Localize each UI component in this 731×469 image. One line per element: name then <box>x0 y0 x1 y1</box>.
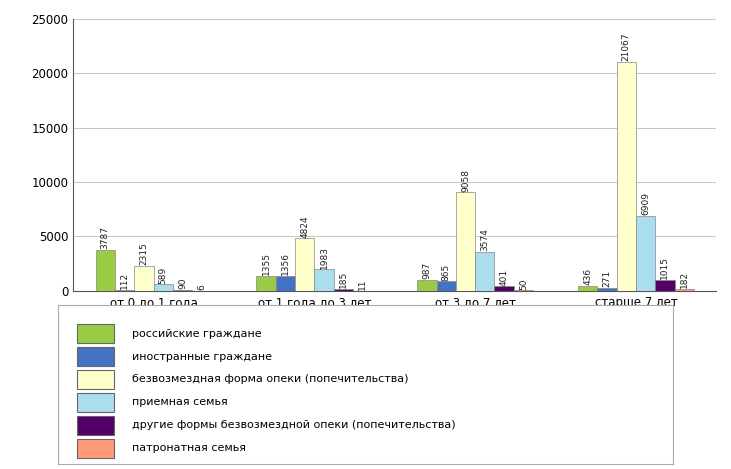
Bar <box>115 289 135 291</box>
Text: 589: 589 <box>159 266 167 284</box>
FancyBboxPatch shape <box>77 324 114 343</box>
Bar <box>578 286 597 291</box>
Bar <box>154 284 173 291</box>
Text: 865: 865 <box>442 264 451 281</box>
Text: другие формы безвозмездной опеки (попечительства): другие формы безвозмездной опеки (попечи… <box>132 420 456 431</box>
Bar <box>276 276 295 291</box>
Bar <box>173 290 192 291</box>
Bar <box>417 280 436 291</box>
Text: патронатная семья: патронатная семья <box>132 443 246 454</box>
Bar <box>456 192 475 291</box>
Text: приемная семья: приемная семья <box>132 397 228 408</box>
Text: 271: 271 <box>602 270 612 287</box>
Text: 90: 90 <box>178 278 187 289</box>
Text: 185: 185 <box>338 271 348 288</box>
FancyBboxPatch shape <box>77 370 114 389</box>
Text: 1983: 1983 <box>319 246 328 269</box>
Bar <box>333 289 353 291</box>
Bar <box>314 269 333 291</box>
Text: 11: 11 <box>358 279 367 290</box>
Text: российские граждане: российские граждане <box>132 329 262 339</box>
Bar <box>617 61 636 291</box>
Text: 3574: 3574 <box>480 228 489 251</box>
FancyBboxPatch shape <box>77 416 114 435</box>
Text: 436: 436 <box>583 268 592 285</box>
Bar <box>96 250 115 291</box>
Bar <box>655 280 675 291</box>
Bar <box>295 238 314 291</box>
Text: безвозмездная форма опеки (попечительства): безвозмездная форма опеки (попечительств… <box>132 374 409 385</box>
Bar <box>494 287 514 291</box>
Bar <box>436 281 456 291</box>
Text: 401: 401 <box>499 269 509 286</box>
Bar <box>597 288 617 291</box>
Bar <box>135 265 154 291</box>
Text: 1355: 1355 <box>262 252 270 275</box>
Text: 21067: 21067 <box>622 32 631 61</box>
Text: 3787: 3787 <box>101 226 110 249</box>
Bar <box>675 289 694 291</box>
Text: 4824: 4824 <box>300 215 309 238</box>
Bar <box>257 276 276 291</box>
Text: иностранные граждане: иностранные граждане <box>132 351 272 362</box>
FancyBboxPatch shape <box>77 347 114 366</box>
Text: 50: 50 <box>519 278 528 289</box>
Text: 987: 987 <box>423 262 431 280</box>
Text: 1356: 1356 <box>281 252 290 275</box>
Text: 2315: 2315 <box>140 242 148 265</box>
Text: 9058: 9058 <box>461 168 470 191</box>
Bar <box>514 290 533 291</box>
Bar <box>475 252 494 291</box>
FancyBboxPatch shape <box>77 393 114 412</box>
Text: 112: 112 <box>120 272 129 289</box>
Text: 6: 6 <box>197 284 206 290</box>
Text: 182: 182 <box>680 271 689 288</box>
Bar <box>636 216 655 291</box>
Text: 6909: 6909 <box>641 192 650 215</box>
FancyBboxPatch shape <box>77 439 114 458</box>
Text: 1015: 1015 <box>660 256 670 279</box>
